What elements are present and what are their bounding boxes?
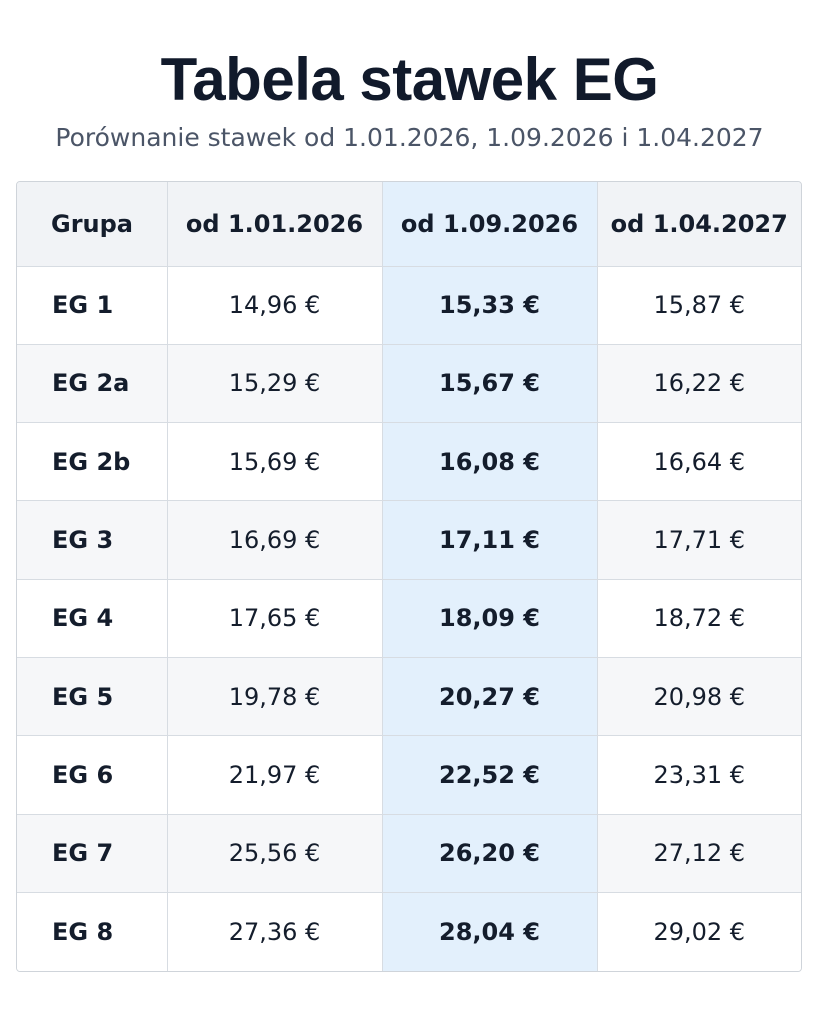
rate-cell-2026-09: 16,08 € xyxy=(382,422,598,502)
rate-cell-2027-04: 27,12 € xyxy=(597,814,801,894)
rate-cell-2027-04: 17,71 € xyxy=(597,500,801,580)
rate-cell-2026-01: 16,69 € xyxy=(167,500,383,580)
rate-cell-2027-04: 29,02 € xyxy=(597,892,801,971)
table-row: EG 6 21,97 €22,52 €23,31 € xyxy=(17,735,801,815)
rate-cell-2027-04: 16,22 € xyxy=(597,344,801,424)
table-header-row: Grupa od 1.01.2026 od 1.09.2026 od 1.04.… xyxy=(17,182,801,267)
rate-cell-2027-04: 16,64 € xyxy=(597,422,801,502)
rate-cell-2026-09: 26,20 € xyxy=(382,814,598,894)
group-cell: EG 2a xyxy=(17,344,168,424)
rate-cell-2026-09: 20,27 € xyxy=(382,657,598,737)
rate-cell-2026-01: 21,97 € xyxy=(167,735,383,815)
rate-cell-2026-09: 17,11 € xyxy=(382,500,598,580)
rate-cell-2026-09: 22,52 € xyxy=(382,735,598,815)
table-row: EG 4 17,65 €18,09 €18,72 € xyxy=(17,579,801,659)
group-cell: EG 2b xyxy=(17,422,168,502)
column-header-group: Grupa xyxy=(17,182,168,267)
rate-cell-2026-01: 17,65 € xyxy=(167,579,383,659)
table-row: EG 7 25,56 €26,20 €27,12 € xyxy=(17,814,801,894)
page-title: Tabela stawek EG xyxy=(160,46,659,113)
group-cell: EG 1 xyxy=(17,266,168,345)
rate-cell-2026-09: 18,09 € xyxy=(382,579,598,659)
table-row: EG 8 27,36 €28,04 €29,02 € xyxy=(17,892,801,971)
table-row: EG 2b 15,69 €16,08 €16,64 € xyxy=(17,422,801,502)
table-row: EG 3 16,69 €17,11 €17,71 € xyxy=(17,500,801,580)
rate-cell-2026-01: 15,29 € xyxy=(167,344,383,424)
group-cell: EG 8 xyxy=(17,892,168,971)
rate-cell-2026-09: 28,04 € xyxy=(382,892,598,971)
column-header-2027-04: od 1.04.2027 xyxy=(597,182,801,267)
page-subtitle: Porównanie stawek od 1.01.2026, 1.09.202… xyxy=(55,123,764,152)
rate-cell-2027-04: 20,98 € xyxy=(597,657,801,737)
rate-cell-2026-01: 15,69 € xyxy=(167,422,383,502)
group-cell: EG 4 xyxy=(17,579,168,659)
group-cell: EG 7 xyxy=(17,814,168,894)
table-row: EG 1 14,96 €15,33 €15,87 € xyxy=(17,266,801,345)
rate-cell-2026-01: 14,96 € xyxy=(167,266,383,345)
rate-cell-2026-09: 15,67 € xyxy=(382,344,598,424)
table-row: EG 2a 15,29 €15,67 €16,22 € xyxy=(17,344,801,424)
rate-cell-2027-04: 18,72 € xyxy=(597,579,801,659)
rates-table-container: Grupa od 1.01.2026 od 1.09.2026 od 1.04.… xyxy=(16,181,802,972)
group-cell: EG 6 xyxy=(17,735,168,815)
column-header-2026-01: od 1.01.2026 xyxy=(167,182,383,267)
group-cell: EG 5 xyxy=(17,657,168,737)
rate-cell-2026-09: 15,33 € xyxy=(382,266,598,345)
column-header-2026-09: od 1.09.2026 xyxy=(382,182,598,267)
table-row: EG 5 19,78 €20,27 €20,98 € xyxy=(17,657,801,737)
group-cell: EG 3 xyxy=(17,500,168,580)
rate-cell-2026-01: 19,78 € xyxy=(167,657,383,737)
rate-cell-2026-01: 27,36 € xyxy=(167,892,383,971)
rate-cell-2027-04: 15,87 € xyxy=(597,266,801,345)
rates-table: Grupa od 1.01.2026 od 1.09.2026 od 1.04.… xyxy=(17,182,801,971)
rate-cell-2026-01: 25,56 € xyxy=(167,814,383,894)
rate-cell-2027-04: 23,31 € xyxy=(597,735,801,815)
